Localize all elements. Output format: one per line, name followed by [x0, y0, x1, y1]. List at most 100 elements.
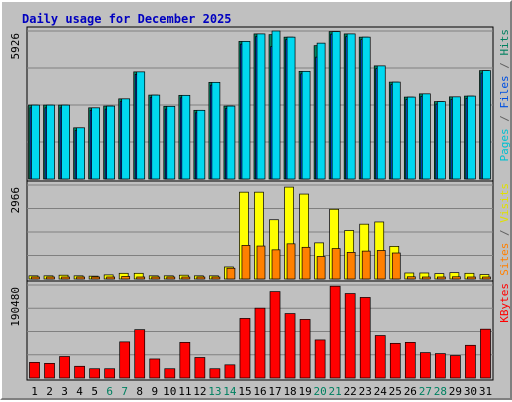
bar-sites — [301, 246, 311, 280]
x-tick-label: 11 — [178, 385, 191, 398]
bar-pages — [376, 65, 386, 180]
bar-pages — [241, 41, 251, 180]
bar-sites — [121, 276, 131, 280]
bar-pages — [151, 94, 161, 180]
panel-kbytes-max-label: 190480 — [9, 287, 22, 327]
bar-pages — [361, 36, 371, 180]
x-tick-label: 6 — [106, 385, 113, 398]
bar-sites — [91, 276, 100, 280]
bar-kbytes — [314, 339, 326, 379]
panel-kbytes-legend: KBytes — [498, 283, 511, 323]
bar-pages — [391, 81, 401, 180]
panel-kbytes: 190480 KBytes — [9, 280, 511, 381]
bar-kbytes — [164, 368, 176, 379]
x-tick-label: 7 — [121, 385, 128, 398]
bar-sites — [271, 249, 281, 280]
x-tick-label: 2 — [46, 385, 53, 398]
x-tick-label: 24 — [374, 385, 388, 398]
bar-pages — [136, 71, 146, 180]
bar-sites — [76, 276, 85, 280]
panel-visits-legend: Sites / Visits — [498, 183, 511, 276]
x-tick-label: 10 — [163, 385, 176, 398]
bar-kbytes — [179, 342, 191, 379]
panel-traffic-legend: Pages / Files / Hits — [498, 29, 511, 162]
x-tick-label: 26 — [404, 385, 417, 398]
legend-entry: Sites — [498, 243, 511, 276]
bar-sites — [452, 276, 461, 280]
legend-entry: / — [498, 109, 511, 129]
bar-pages — [346, 33, 356, 180]
bar-pages — [256, 33, 266, 180]
bar-kbytes — [239, 318, 251, 379]
bar-pages — [271, 30, 281, 180]
x-tick-label: 8 — [136, 385, 143, 398]
bar-kbytes — [59, 356, 70, 379]
bar-pages — [196, 109, 206, 180]
panel-visits: 2966 Sites / Visits — [9, 180, 511, 282]
x-tick-label: 30 — [464, 385, 477, 398]
panel-traffic: 5926 Pages / Files / Hits — [9, 26, 511, 182]
panel-visits-max-label: 2966 — [9, 187, 22, 214]
bar-kbytes — [119, 341, 131, 379]
bar-sites — [61, 276, 70, 280]
bar-kbytes — [74, 365, 85, 379]
x-tick-label: 22 — [344, 385, 357, 398]
chart-title: Daily usage for December 2025 — [22, 12, 232, 26]
bar-kbytes — [269, 291, 281, 379]
bar-pages — [467, 95, 476, 180]
bar-kbytes — [450, 355, 461, 379]
x-tick-label: 9 — [151, 385, 158, 398]
bar-kbytes — [299, 319, 311, 379]
x-tick-label: 1 — [31, 385, 38, 398]
x-tick-label: 29 — [449, 385, 462, 398]
bar-pages — [406, 96, 416, 180]
bar-kbytes — [224, 364, 236, 379]
bar-kbytes — [480, 328, 491, 379]
bar-sites — [391, 252, 401, 280]
bar-pages — [316, 42, 326, 180]
bar-pages — [76, 127, 85, 180]
bar-kbytes — [465, 344, 476, 379]
bar-kbytes — [44, 363, 55, 379]
bar-kbytes — [404, 342, 416, 379]
bar-sites — [106, 276, 116, 280]
x-tick-label: 23 — [359, 385, 372, 398]
bar-sites — [467, 276, 476, 280]
bar-sites — [376, 250, 386, 280]
bar-pages — [437, 101, 446, 180]
bar-kbytes — [209, 368, 221, 379]
bar-sites — [211, 276, 221, 280]
x-tick-label: 4 — [76, 385, 83, 398]
bar-kbytes — [284, 313, 296, 379]
bar-pages — [61, 104, 70, 180]
bar-sites — [421, 276, 431, 280]
x-tick-label: 12 — [193, 385, 206, 398]
bar-sites — [361, 250, 371, 280]
x-tick-label: 16 — [253, 385, 266, 398]
bar-pages — [482, 70, 491, 180]
bar-kbytes — [389, 342, 401, 379]
bar-pages — [331, 31, 341, 180]
legend-entry: Visits — [498, 183, 511, 223]
bar-pages — [286, 36, 296, 180]
x-tick-label: 20 — [314, 385, 327, 398]
bar-sites — [151, 276, 161, 280]
legend-entry: Pages — [498, 128, 511, 161]
x-tick-label: 14 — [223, 385, 237, 398]
bar-pages — [452, 96, 461, 180]
bar-pages — [91, 107, 100, 180]
bar-kbytes — [104, 368, 116, 379]
bar-pages — [301, 71, 311, 180]
x-tick-label: 17 — [268, 385, 281, 398]
x-tick-label: 27 — [419, 385, 432, 398]
legend-entry: Hits — [498, 29, 511, 56]
x-tick-label: 31 — [479, 385, 492, 398]
bar-sites — [256, 245, 266, 280]
bar-kbytes — [374, 335, 386, 379]
x-tick-label: 28 — [434, 385, 447, 398]
bar-kbytes — [254, 307, 266, 379]
bar-sites — [406, 276, 416, 280]
bar-pages — [211, 81, 221, 180]
